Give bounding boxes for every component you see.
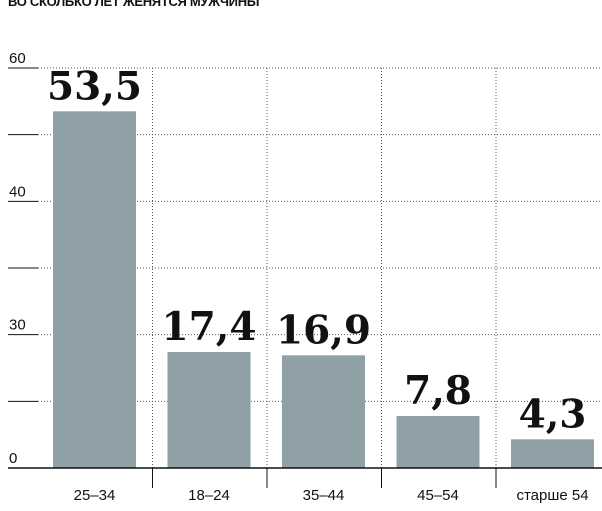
- data-label: 7,8: [404, 368, 472, 414]
- bar: [167, 352, 251, 468]
- bars: [53, 111, 594, 468]
- y-tick-label: 60: [9, 50, 26, 67]
- bar: [53, 111, 136, 468]
- data-label: 4,3: [519, 391, 587, 437]
- y-tick-label: 40: [9, 183, 26, 200]
- grid-layer: [38, 67, 602, 468]
- data-label: 17,4: [162, 304, 257, 350]
- bar: [511, 439, 594, 468]
- y-tick-label: 30: [9, 317, 26, 334]
- data-label: 53,5: [47, 63, 142, 109]
- x-tick-label: 35–44: [303, 487, 345, 504]
- axes: [8, 67, 602, 488]
- chart-title: ВО СКОЛЬКО ЛЕТ ЖЕНЯТСЯ МУЖЧИНЫ: [8, 0, 260, 9]
- data-label: 16,9: [276, 307, 371, 353]
- y-tick-label: 0: [9, 450, 17, 467]
- x-tick-label: 25–34: [74, 487, 116, 504]
- x-tick-label: старше 54: [516, 487, 588, 504]
- x-tick-label: 18–24: [188, 487, 230, 504]
- bar: [282, 355, 365, 468]
- labels: 60 40 30 0 53,5 25–34 17,4 18–24 16,9 35–44 7,8 45–…: [9, 50, 589, 504]
- bar: [396, 416, 480, 468]
- x-tick-label: 45–54: [417, 487, 459, 504]
